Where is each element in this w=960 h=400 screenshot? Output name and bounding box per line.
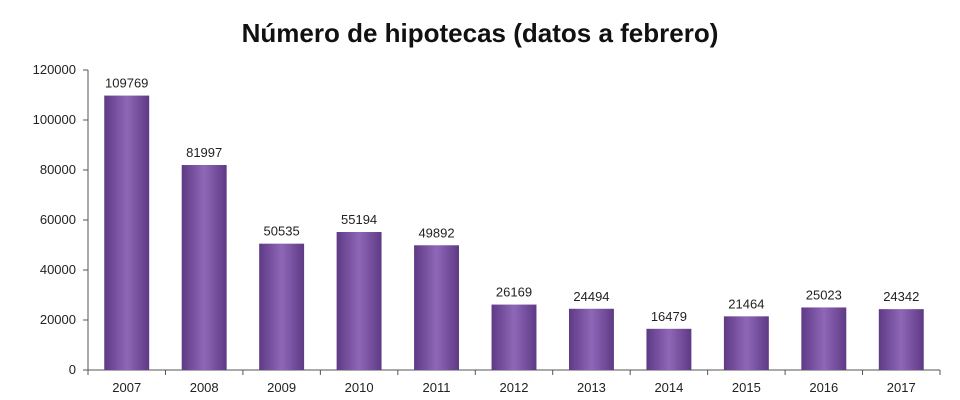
data-label-2017: 24342 <box>883 289 919 304</box>
y-tick-label: 20000 <box>40 312 76 327</box>
x-tick-label-2009: 2009 <box>267 380 296 395</box>
y-tick-label: 40000 <box>40 262 76 277</box>
data-label-2007: 109769 <box>105 76 148 91</box>
bar-2011 <box>414 245 460 370</box>
data-labels: 109769 81997 50535 55194 49892 26169 24494 1647… <box>105 76 919 324</box>
data-label-2012: 26169 <box>496 285 532 300</box>
x-tick-label-2014: 2014 <box>654 380 683 395</box>
data-label-2013: 24494 <box>573 289 609 304</box>
x-tick-label-2010: 2010 <box>345 380 374 395</box>
x-tick-label-2012: 2012 <box>500 380 529 395</box>
bar-2015 <box>723 316 769 370</box>
x-tick-label-2016: 2016 <box>809 380 838 395</box>
bar-2013 <box>568 308 614 370</box>
chart-title: Número de hipotecas (datos a febrero) <box>241 18 719 48</box>
data-label-2010: 55194 <box>341 212 377 227</box>
data-label-2008: 81997 <box>186 145 222 160</box>
y-tick-label: 100000 <box>33 112 76 127</box>
x-axis: 2007 2008 2009 2010 2011 2012 2013 2014 2015 2016… <box>87 369 941 395</box>
bar-2009 <box>259 243 305 370</box>
data-label-2015: 21464 <box>728 296 764 311</box>
x-tick-label-2011: 2011 <box>423 380 451 395</box>
data-label-2011: 49892 <box>418 225 454 240</box>
bar-2014 <box>646 328 692 370</box>
y-tick-label: 120000 <box>33 62 76 77</box>
bar-2010 <box>336 232 382 370</box>
x-tick-label-2017: 2017 <box>887 380 916 395</box>
x-tick-label-2007: 2007 <box>112 380 141 395</box>
bar-2016 <box>801 307 847 370</box>
data-label-2009: 50535 <box>264 224 300 239</box>
bar-2007 <box>104 95 150 370</box>
y-tick-label: 60000 <box>40 212 76 227</box>
y-tick-label: 0 <box>69 362 76 377</box>
x-tick-label-2013: 2013 <box>577 380 606 395</box>
x-tick-label-2015: 2015 <box>732 380 761 395</box>
bar-2008 <box>181 165 227 370</box>
y-tick-label: 80000 <box>40 162 76 177</box>
data-label-2014: 16479 <box>651 309 687 324</box>
bar-2017 <box>878 309 924 370</box>
y-axis: 0 20000 40000 60000 80000 100000 120000 <box>33 62 89 377</box>
bar-2012 <box>491 304 537 370</box>
bars <box>104 95 924 370</box>
data-label-2016: 25023 <box>806 287 842 302</box>
x-tick-label-2008: 2008 <box>190 380 219 395</box>
